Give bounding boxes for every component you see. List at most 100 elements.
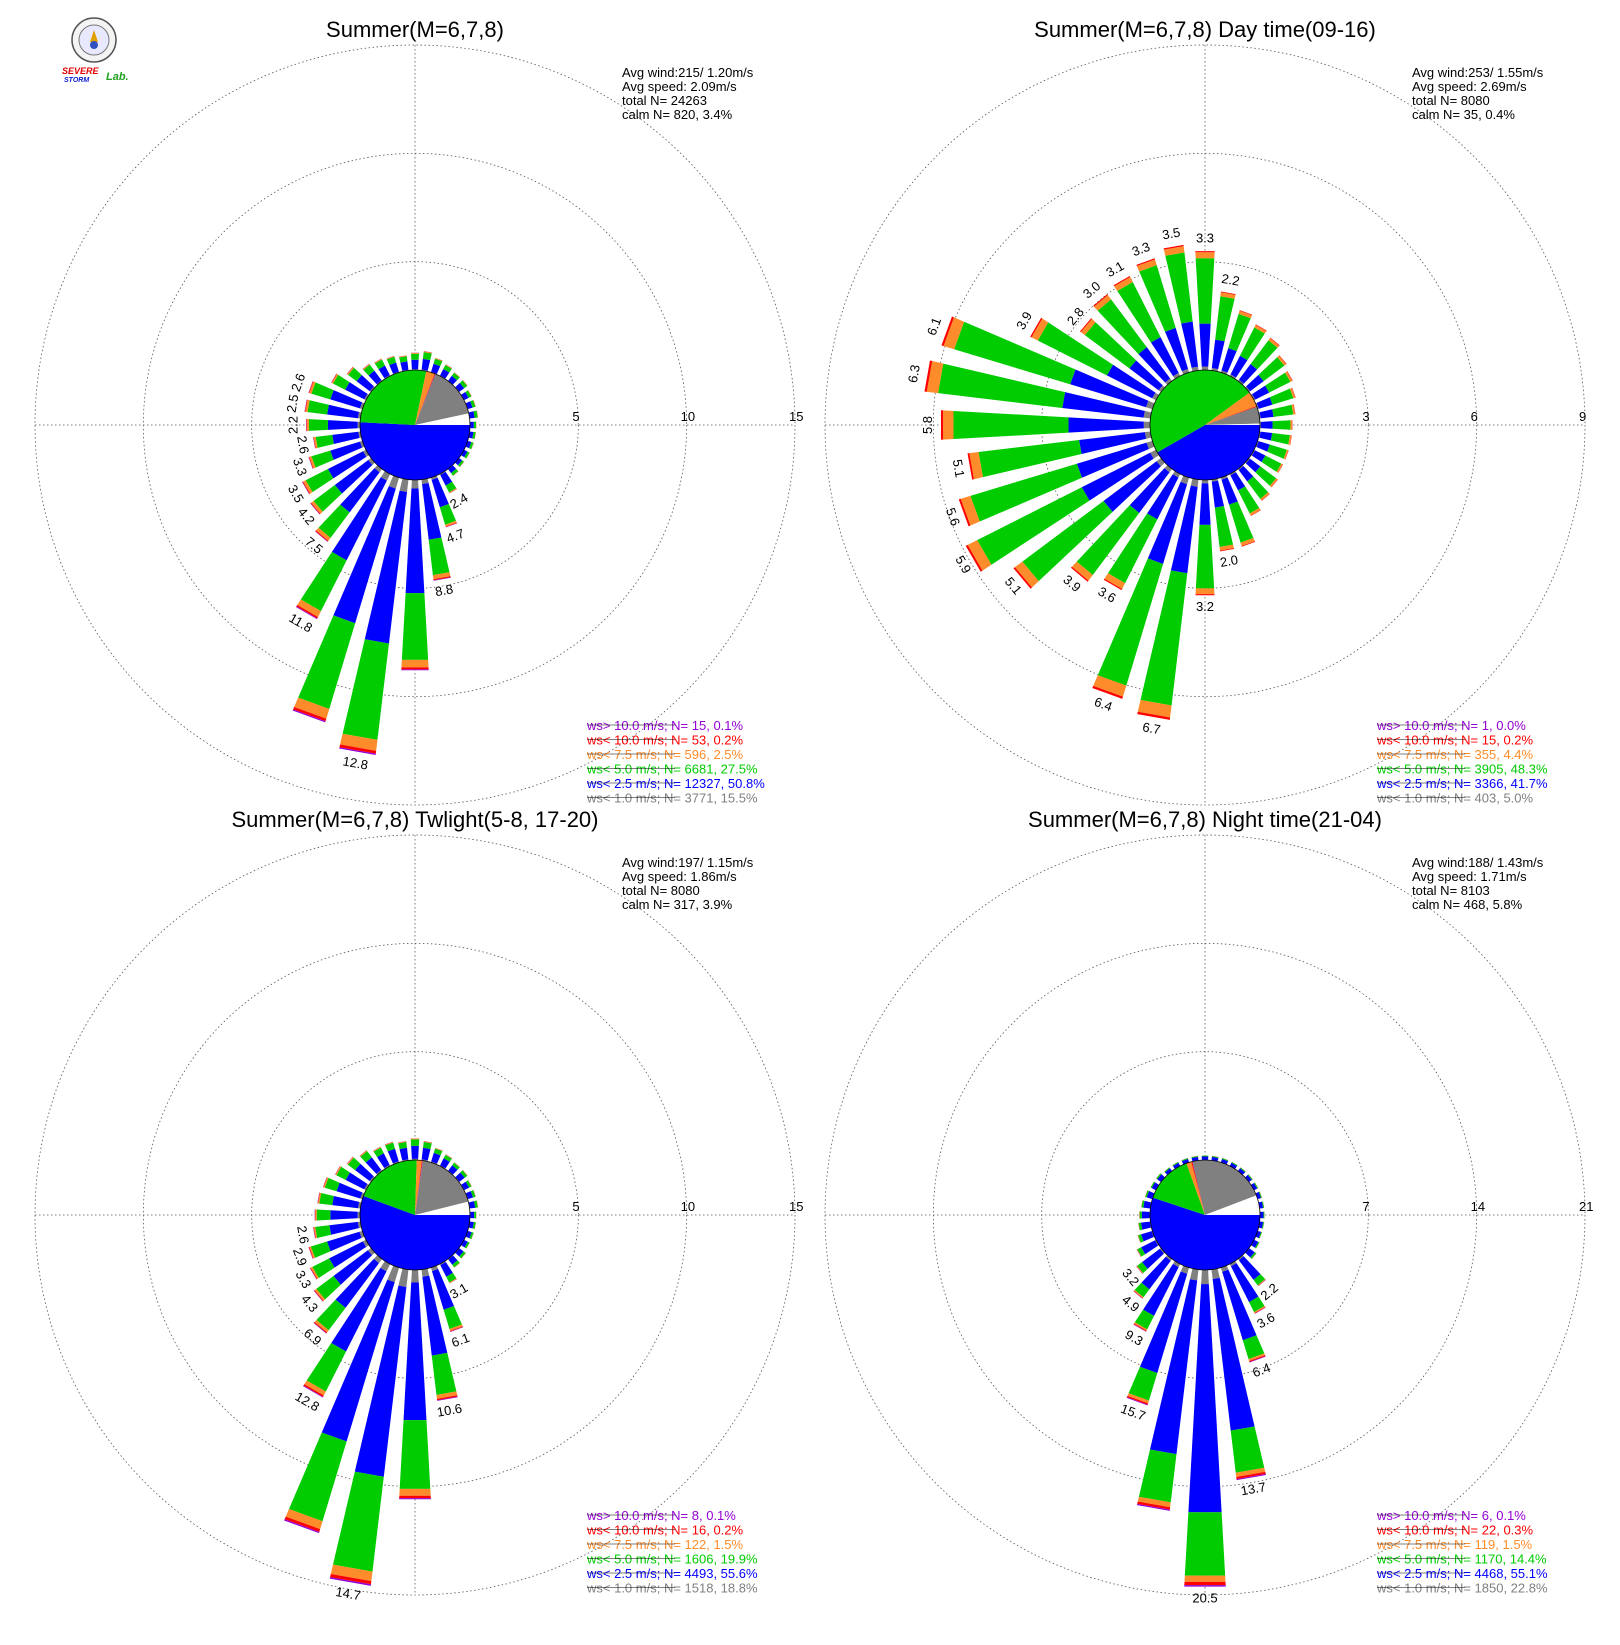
panel-title: Summer(M=6,7,8) Twlight(5-8, 17-20) — [231, 807, 598, 832]
petal-value-label: 3.3 — [292, 1268, 314, 1291]
petal-value-label: 2.6 — [294, 1225, 312, 1245]
stats-line-4: calm N= 35, 0.4% — [1412, 107, 1515, 122]
ring-tick-label-3: 15 — [789, 409, 803, 424]
petal-segment-lt25 — [1212, 481, 1224, 508]
petal-value-label: 2.6 — [294, 435, 312, 455]
petal-value-label: 12.8 — [342, 753, 370, 772]
petal-value-label: 6.4 — [1250, 1360, 1272, 1380]
petal-segment-lt1 — [398, 1269, 408, 1287]
stats-line-2: Avg speed: 2.69m/s — [1412, 79, 1527, 94]
legend-entry-5: ws< 2.5 m/s; N= 4493, 55.6% — [586, 1566, 758, 1581]
petal-value-label: 3.5 — [1161, 225, 1181, 243]
petal-10deg — [422, 1141, 432, 1161]
petal-segment-lt25 — [1202, 1157, 1209, 1160]
petal-20deg — [431, 1148, 443, 1165]
petal-segment-lt5 — [289, 1433, 347, 1522]
petal-segment-lt5 — [315, 1225, 331, 1238]
petal-value-label: 3.3 — [1196, 230, 1214, 245]
petal-value-label: 20.5 — [1192, 1591, 1217, 1606]
ring-tick-label-1: 5 — [572, 409, 579, 424]
petal-segment-lt75 — [307, 419, 309, 431]
petal-20deg — [431, 358, 443, 375]
petal-segment-lt25 — [422, 1148, 431, 1161]
petal-segment-lt5 — [400, 1420, 431, 1489]
petal-value-label: 2.8 — [1064, 305, 1087, 328]
petal-80deg — [469, 1200, 479, 1208]
petal-value-label: 5.9 — [952, 553, 974, 576]
legend-entry-5: ws< 2.5 m/s; N= 3366, 41.7% — [1376, 776, 1548, 791]
petal-350deg — [398, 1141, 408, 1161]
petal-segment-lt5 — [308, 400, 329, 414]
petal-value-label: 5.1 — [950, 458, 968, 478]
stats-line-1: Avg wind:215/ 1.20m/s — [622, 65, 754, 80]
petal-segment-lt5 — [1273, 420, 1291, 430]
petal-10deg — [422, 351, 432, 371]
petal-segment-lt25 — [400, 361, 408, 370]
petal-value-label: 3.0 — [1080, 278, 1103, 301]
ring-tick-label-3: 9 — [1579, 409, 1586, 424]
legend-entry-4: ws< 5.0 m/s; N= 1606, 19.9% — [586, 1552, 758, 1567]
petal-segment-lt75 — [399, 1489, 430, 1496]
petal-0deg — [1195, 251, 1214, 370]
petal-value-label: 3.3 — [1130, 239, 1152, 259]
petal-segment-lt5 — [1272, 405, 1293, 417]
petal-0deg — [1202, 1155, 1209, 1160]
petal-segment-lt25 — [1199, 483, 1210, 525]
petal-value-label: 3.3 — [290, 456, 310, 478]
petal-segment-lt25 — [328, 420, 358, 430]
petal-value-label: 3.1 — [1103, 258, 1126, 280]
petal-value-label: 3.6 — [1095, 584, 1118, 606]
legend-entry-1: ws> 10.0 m/s; N= 6, 0.1% — [1376, 1508, 1526, 1523]
petal-260deg — [1138, 1222, 1151, 1231]
stats-line-4: calm N= 468, 5.8% — [1412, 897, 1523, 912]
petal-segment-lt75 — [1184, 1576, 1225, 1582]
petal-segment-lt75 — [943, 410, 953, 439]
legend-entry-1: ws> 10.0 m/s; N= 1, 0.0% — [1376, 718, 1526, 733]
ring-tick-label-1: 5 — [572, 1199, 579, 1214]
petal-segment-lt5 — [317, 1210, 331, 1221]
petal-value-label: 3.2 — [1196, 599, 1214, 614]
petal-segment-lt25 — [1141, 1222, 1151, 1230]
legend-entry-2: ws< 10.0 m/s; N= 16, 0.2% — [586, 1523, 744, 1538]
petal-segment-lt25 — [1260, 1212, 1263, 1219]
legend-entry-6: ws< 1.0 m/s; N= 1518, 18.8% — [586, 1581, 758, 1596]
stats-line-3: total N= 24263 — [622, 93, 707, 108]
ring-tick-label-3: 15 — [789, 1199, 803, 1214]
ring-tick-label-3: 21 — [1579, 1199, 1593, 1214]
petal-segment-lt5 — [411, 354, 419, 360]
legend-entry-2: ws< 10.0 m/s; N= 53, 0.2% — [586, 733, 744, 748]
ring-tick-label-2: 14 — [1471, 1199, 1485, 1214]
petal-segment-lt25 — [1261, 421, 1273, 429]
petal-value-label: 8.8 — [434, 581, 454, 599]
calm-pie — [1150, 1160, 1260, 1270]
petal-segment-lt25 — [400, 1148, 409, 1161]
petal-segment-lt1 — [1202, 367, 1209, 371]
petal-segment-lt5 — [311, 451, 333, 468]
petal-segment-lt1 — [400, 479, 409, 492]
petal-180deg — [1195, 480, 1214, 595]
petal-value-label: 15.7 — [1119, 1401, 1148, 1424]
petal-value-label: 3.9 — [1013, 309, 1035, 332]
petal-340deg — [387, 356, 400, 375]
petal-value-label: 6.4 — [1092, 694, 1114, 714]
petal-segment-lt1 — [1201, 1270, 1209, 1284]
petal-segment-lt25 — [329, 1222, 359, 1235]
ring-tick-label-2: 10 — [681, 1199, 695, 1214]
stats-line-3: total N= 8080 — [622, 883, 700, 898]
petal-segment-lt5 — [1196, 258, 1215, 323]
petal-segment-lt25 — [404, 1283, 427, 1421]
petal-value-label: 2.2 — [1220, 271, 1240, 289]
legend-entry-4: ws< 5.0 m/s; N= 1170, 14.4% — [1376, 1552, 1547, 1567]
stats-line-4: calm N= 820, 3.4% — [622, 107, 733, 122]
petal-segment-lt5 — [411, 1139, 419, 1145]
legend-entry-2: ws< 10.0 m/s; N= 22, 0.3% — [1376, 1523, 1534, 1538]
petal-segment-lt25 — [1212, 340, 1225, 370]
stats-line-3: total N= 8080 — [1412, 93, 1490, 108]
petal-segment-lt25 — [470, 422, 474, 429]
petal-segment-lt5 — [319, 1193, 334, 1205]
petal-value-label: 10.6 — [436, 1401, 464, 1420]
ring-tick-label-1: 7 — [1362, 1199, 1369, 1214]
panel-title: Summer(M=6,7,8) Day time(09-16) — [1034, 17, 1376, 42]
